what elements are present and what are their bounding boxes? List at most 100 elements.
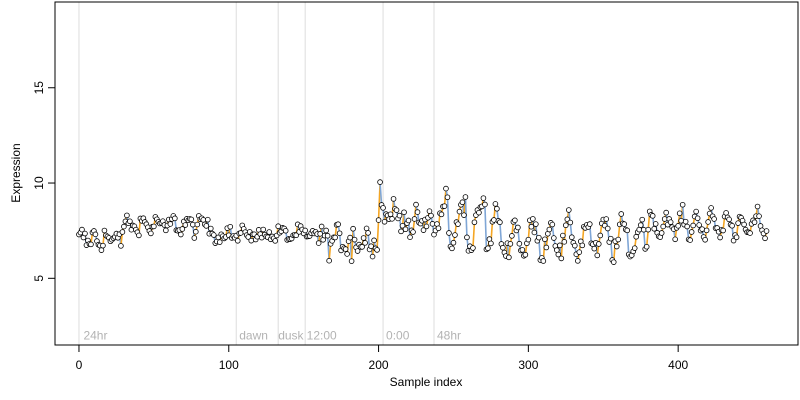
data-point [324, 232, 331, 239]
time-annotation: 12:00 [307, 328, 337, 342]
data-point [456, 208, 463, 215]
y-axis-title: Expression [9, 143, 23, 202]
data-point [684, 223, 690, 230]
data-point [207, 225, 214, 232]
data-point [652, 221, 659, 227]
data-point [118, 243, 124, 249]
series-segment-up [472, 221, 476, 249]
data-point [368, 243, 374, 250]
data-point [560, 232, 566, 239]
vertical-guides [78, 2, 435, 345]
data-point [411, 216, 418, 222]
time-annotation: 24hr [83, 328, 107, 342]
data-point [194, 221, 201, 228]
data-point [336, 230, 343, 237]
data-point [549, 221, 556, 228]
data-point [621, 221, 628, 227]
data-point [464, 234, 470, 241]
data-point [624, 227, 631, 234]
data-point [234, 237, 241, 244]
data-point [282, 227, 289, 234]
data-point [566, 207, 572, 213]
data-point [690, 222, 696, 229]
data-point [354, 248, 361, 254]
data-point [661, 216, 668, 222]
data-point [428, 212, 434, 219]
data-point [178, 231, 184, 238]
data-point [216, 239, 223, 245]
data-point [381, 218, 388, 225]
y-axis: 5 10 15 [32, 81, 55, 282]
data-point [369, 253, 376, 260]
data-point [667, 219, 674, 225]
data-point [525, 236, 532, 243]
series-segment-up [376, 219, 380, 251]
data-point [567, 219, 574, 226]
data-point [441, 203, 448, 209]
data-point [348, 258, 355, 264]
series-segment-down [464, 196, 468, 239]
data-point [569, 234, 575, 241]
data-point [557, 242, 563, 249]
data-point [572, 242, 578, 249]
data-point [248, 237, 255, 244]
data-point [563, 222, 569, 229]
data-point [444, 194, 451, 201]
data-point [497, 219, 503, 226]
data-point [188, 216, 195, 223]
data-point [574, 258, 581, 264]
data-point [551, 235, 557, 241]
data-point [522, 251, 529, 258]
data-point [542, 236, 548, 243]
data-point [405, 217, 412, 224]
data-point [335, 221, 341, 228]
time-annotation: dusk [278, 328, 304, 342]
data-point [531, 229, 538, 236]
data-point [203, 223, 210, 229]
data-point [494, 205, 500, 212]
x-axis: 0 100 200 300 400 [76, 345, 688, 372]
data-point [342, 246, 349, 252]
data-point [462, 194, 469, 200]
data-point [519, 247, 526, 253]
x-tick-label: 300 [518, 358, 538, 372]
data-point [302, 227, 308, 234]
data-point [679, 201, 686, 208]
data-point [88, 241, 94, 248]
data-point [396, 212, 403, 219]
data-point [675, 223, 681, 229]
data-point [663, 209, 669, 216]
data-point [480, 195, 487, 201]
data-point [245, 234, 252, 240]
data-point [362, 240, 368, 246]
data-point [500, 244, 506, 251]
data-point [92, 231, 99, 238]
data-point [703, 227, 710, 234]
data-point [423, 223, 430, 230]
data-point [639, 216, 646, 223]
data-point [272, 238, 279, 244]
series-segment-down [446, 196, 450, 234]
data-point [275, 223, 281, 230]
data-point [449, 245, 455, 252]
data-point [688, 229, 695, 235]
data-point [260, 226, 267, 233]
data-point [631, 245, 638, 251]
data-point [359, 244, 365, 250]
data-point [179, 226, 186, 232]
data-point [193, 228, 199, 235]
data-point [607, 235, 614, 242]
data-point [546, 226, 553, 233]
data-point [315, 240, 322, 246]
data-point [390, 196, 397, 202]
data-point [398, 228, 404, 235]
data-point [326, 257, 332, 264]
data-point [151, 223, 157, 230]
data-point [182, 222, 189, 228]
data-point [693, 208, 699, 215]
data-point [591, 245, 598, 252]
data-point [459, 199, 466, 206]
data-point [751, 219, 758, 226]
data-point [633, 233, 640, 240]
data-point [613, 243, 620, 250]
